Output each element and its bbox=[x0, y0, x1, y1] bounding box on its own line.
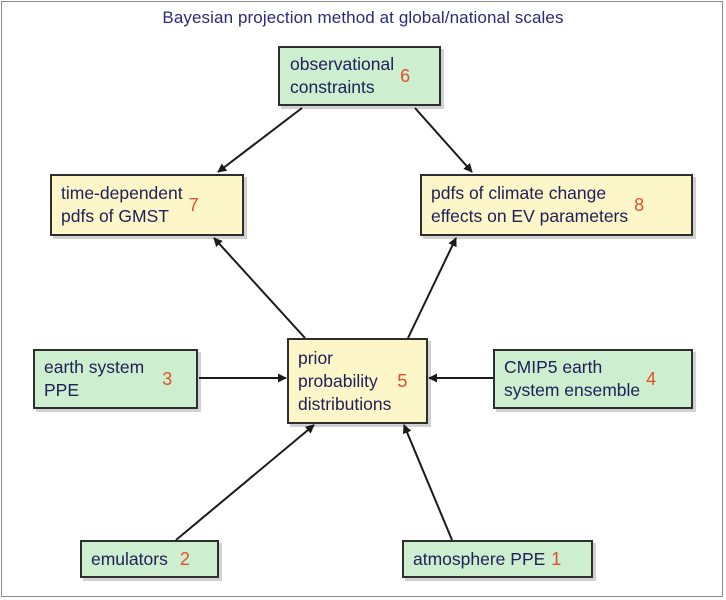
node-prior-probability-distributions-number: 5 bbox=[397, 370, 408, 391]
node-time-dependent-gmst-label: time-dependent pdfs of GMST bbox=[61, 183, 183, 226]
node-earth-system-ppe-label: earth system PPE bbox=[44, 357, 145, 400]
node-time-dependent-gmst: time-dependent pdfs of GMST 7 bbox=[50, 174, 244, 236]
node-observational-constraints-label: observational constraints bbox=[290, 54, 395, 97]
node-climate-change-effects: pdfs of climate change effects on EV par… bbox=[420, 174, 693, 236]
node-emulators-label: emulators bbox=[91, 548, 168, 569]
node-climate-change-effects-number: 8 bbox=[634, 194, 645, 215]
arrow-atmosphere-ppe-to-prior bbox=[402, 424, 453, 541]
node-emulators: emulators 2 bbox=[80, 540, 219, 578]
node-prior-probability-distributions: prior probability distributions 5 bbox=[287, 338, 428, 424]
node-prior-probability-distributions-label: prior probability distributions bbox=[298, 347, 392, 414]
node-cmip5-earth-system-ensemble-label: CMIP5 earth system ensemble bbox=[504, 357, 641, 400]
arrow-prior-to-gmst bbox=[213, 237, 306, 339]
arrow-prior-to-climate-change bbox=[407, 237, 457, 339]
node-atmosphere-ppe-number: 1 bbox=[551, 548, 562, 569]
arrow-observational-to-gmst bbox=[217, 107, 303, 173]
node-cmip5-earth-system-ensemble: CMIP5 earth system ensemble 4 bbox=[493, 349, 693, 409]
arrow-observational-to-climate-change bbox=[414, 107, 473, 173]
node-atmosphere-ppe-label: atmosphere PPE bbox=[413, 548, 546, 569]
node-atmosphere-ppe: atmosphere PPE 1 bbox=[402, 540, 593, 578]
node-observational-constraints-number: 6 bbox=[400, 65, 411, 86]
node-emulators-number: 2 bbox=[179, 548, 190, 569]
diagram-title: Bayesian projection method at global/nat… bbox=[162, 8, 564, 27]
node-climate-change-effects-label: pdfs of climate change effects on EV par… bbox=[431, 183, 629, 226]
node-observational-constraints: observational constraints 6 bbox=[278, 46, 441, 106]
node-cmip5-earth-system-ensemble-number: 4 bbox=[646, 368, 657, 389]
node-earth-system-ppe-number: 3 bbox=[162, 368, 173, 389]
node-time-dependent-gmst-number: 7 bbox=[188, 194, 199, 215]
node-earth-system-ppe: earth system PPE 3 bbox=[33, 349, 198, 409]
arrow-emulators-to-prior bbox=[175, 424, 315, 541]
